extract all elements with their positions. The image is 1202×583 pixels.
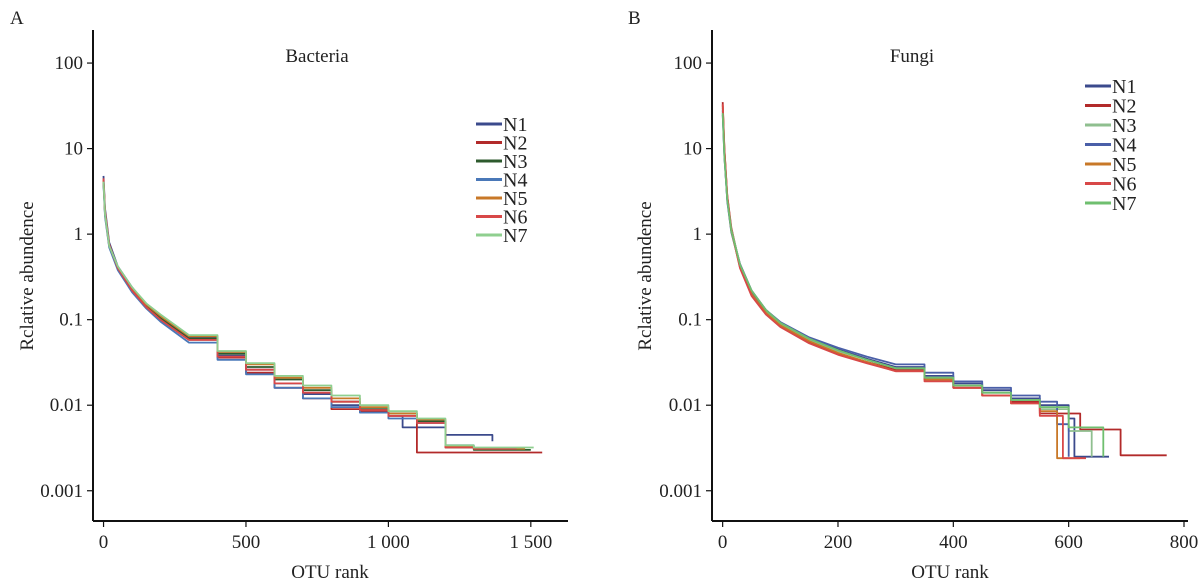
series-line-n1: [721, 114, 1109, 458]
y-tick-label: 100: [674, 53, 703, 74]
y-tick-label: 100: [55, 53, 84, 74]
chart-title: Bacteria: [285, 46, 349, 67]
y-axis-label: Rclative abundence: [635, 201, 656, 350]
series-line-n1: [102, 175, 494, 442]
panel-bacteria: A Bacteria OTU rank Rclative abundence 0…: [10, 8, 568, 583]
y-tick-label: 0.001: [40, 481, 83, 502]
x-tick-label: 1 000: [367, 532, 410, 553]
y-axis-label: Rclative abundence: [17, 201, 38, 350]
legend-label: N1: [503, 114, 527, 136]
series-line-n5: [721, 105, 1081, 460]
x-tick-label: 200: [824, 532, 853, 553]
x-tick-label: 0: [99, 532, 109, 553]
x-ticks: 0 500 1 000 1 500: [99, 521, 552, 553]
series-line-n2: [721, 102, 1167, 457]
x-axis-label: OTU rank: [911, 562, 989, 583]
series-line-n7: [102, 181, 534, 449]
x-tick-label: 800: [1170, 532, 1199, 553]
y-ticks: 0.001 0.01 0.1 1 10 100: [40, 53, 93, 502]
legend-label: N3: [1112, 115, 1136, 137]
y-tick-label: 0.01: [669, 395, 702, 416]
series-line-n6: [721, 104, 1086, 460]
y-tick-label: 0.1: [59, 310, 83, 331]
legend-label: N7: [503, 225, 527, 247]
legend-label: N1: [1112, 76, 1136, 98]
chart-title: Fungi: [890, 46, 934, 67]
series-lines: [721, 102, 1167, 460]
series-line-n3: [102, 182, 531, 451]
y-tick-label: 0.001: [659, 481, 702, 502]
series-lines: [102, 175, 543, 454]
legend-label: N5: [1112, 154, 1136, 176]
series-line-n4: [721, 110, 1070, 457]
legend-label: N6: [503, 207, 527, 229]
series-line-n2: [102, 180, 543, 454]
x-tick-label: 1 500: [509, 532, 552, 553]
legend-label: N2: [503, 133, 527, 155]
x-axis-label: OTU rank: [291, 562, 369, 583]
legend-label: N3: [503, 151, 527, 173]
series-line-n3: [721, 107, 1093, 457]
series-line-n7: [721, 113, 1105, 457]
x-tick-label: 0: [718, 532, 728, 553]
panel-fungi: B Fungi OTU rank Rclative abundence 0 200…: [628, 8, 1198, 583]
y-tick-label: 10: [64, 139, 83, 160]
y-tick-label: 1: [693, 224, 703, 245]
legend-label: N4: [503, 170, 527, 192]
x-tick-label: 400: [939, 532, 968, 553]
legend-label: N2: [1112, 96, 1136, 118]
y-tick-label: 0.01: [50, 395, 83, 416]
y-tick-label: 1: [74, 224, 84, 245]
y-tick-label: 10: [683, 139, 702, 160]
x-ticks: 0 200 400 600 800: [718, 521, 1198, 553]
legend-label: N4: [1112, 135, 1136, 157]
legend-label: N6: [1112, 174, 1136, 196]
series-line-n5: [102, 179, 526, 450]
x-tick-label: 600: [1054, 532, 1083, 553]
x-tick-label: 500: [232, 532, 261, 553]
legend-label: N5: [503, 188, 527, 210]
legend-label: N7: [1112, 193, 1136, 215]
panel-label: A: [10, 8, 24, 29]
y-tick-label: 0.1: [678, 310, 702, 331]
y-ticks: 0.001 0.01 0.1 1 10 100: [659, 53, 712, 502]
series-line-n6: [102, 178, 517, 450]
panel-label: B: [628, 8, 641, 29]
